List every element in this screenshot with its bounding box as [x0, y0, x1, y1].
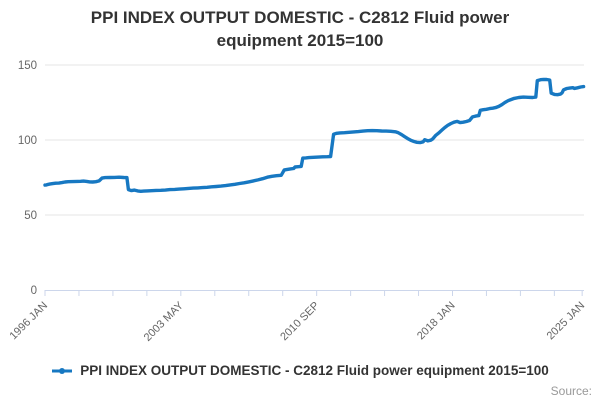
x-axis-tick-label: 2018 JAN: [415, 300, 458, 343]
y-axis-tick-label: 150: [18, 60, 37, 72]
legend-label: PPI INDEX OUTPUT DOMESTIC - C2812 Fluid …: [80, 363, 549, 378]
y-axis-tick-label: 50: [24, 210, 37, 222]
legend-line-marker-icon: [52, 367, 73, 374]
x-axis-tick-label: 2010 SEP: [278, 300, 322, 344]
source-label: Source:: [550, 384, 592, 398]
line-chart-plot[interactable]: 0 50 100 150 1996 JAN 2003 MAY 2010 SEP 2018 JA…: [0, 0, 600, 358]
y-axis-tick-label: 0: [31, 285, 37, 297]
y-axis-tick-label: 100: [18, 135, 37, 147]
chart-title: PPI INDEX OUTPUT DOMESTIC - C2812 Fluid …: [90, 8, 510, 51]
x-axis-tick-label: 1996 JAN: [7, 300, 50, 343]
x-axis-tick-label: 2003 MAY: [142, 299, 187, 344]
series-line[interactable]: [43, 77, 586, 193]
x-axis-tick-label: 2025 JAN: [545, 300, 588, 343]
legend-item[interactable]: PPI INDEX OUTPUT DOMESTIC - C2812 Fluid …: [0, 363, 600, 378]
